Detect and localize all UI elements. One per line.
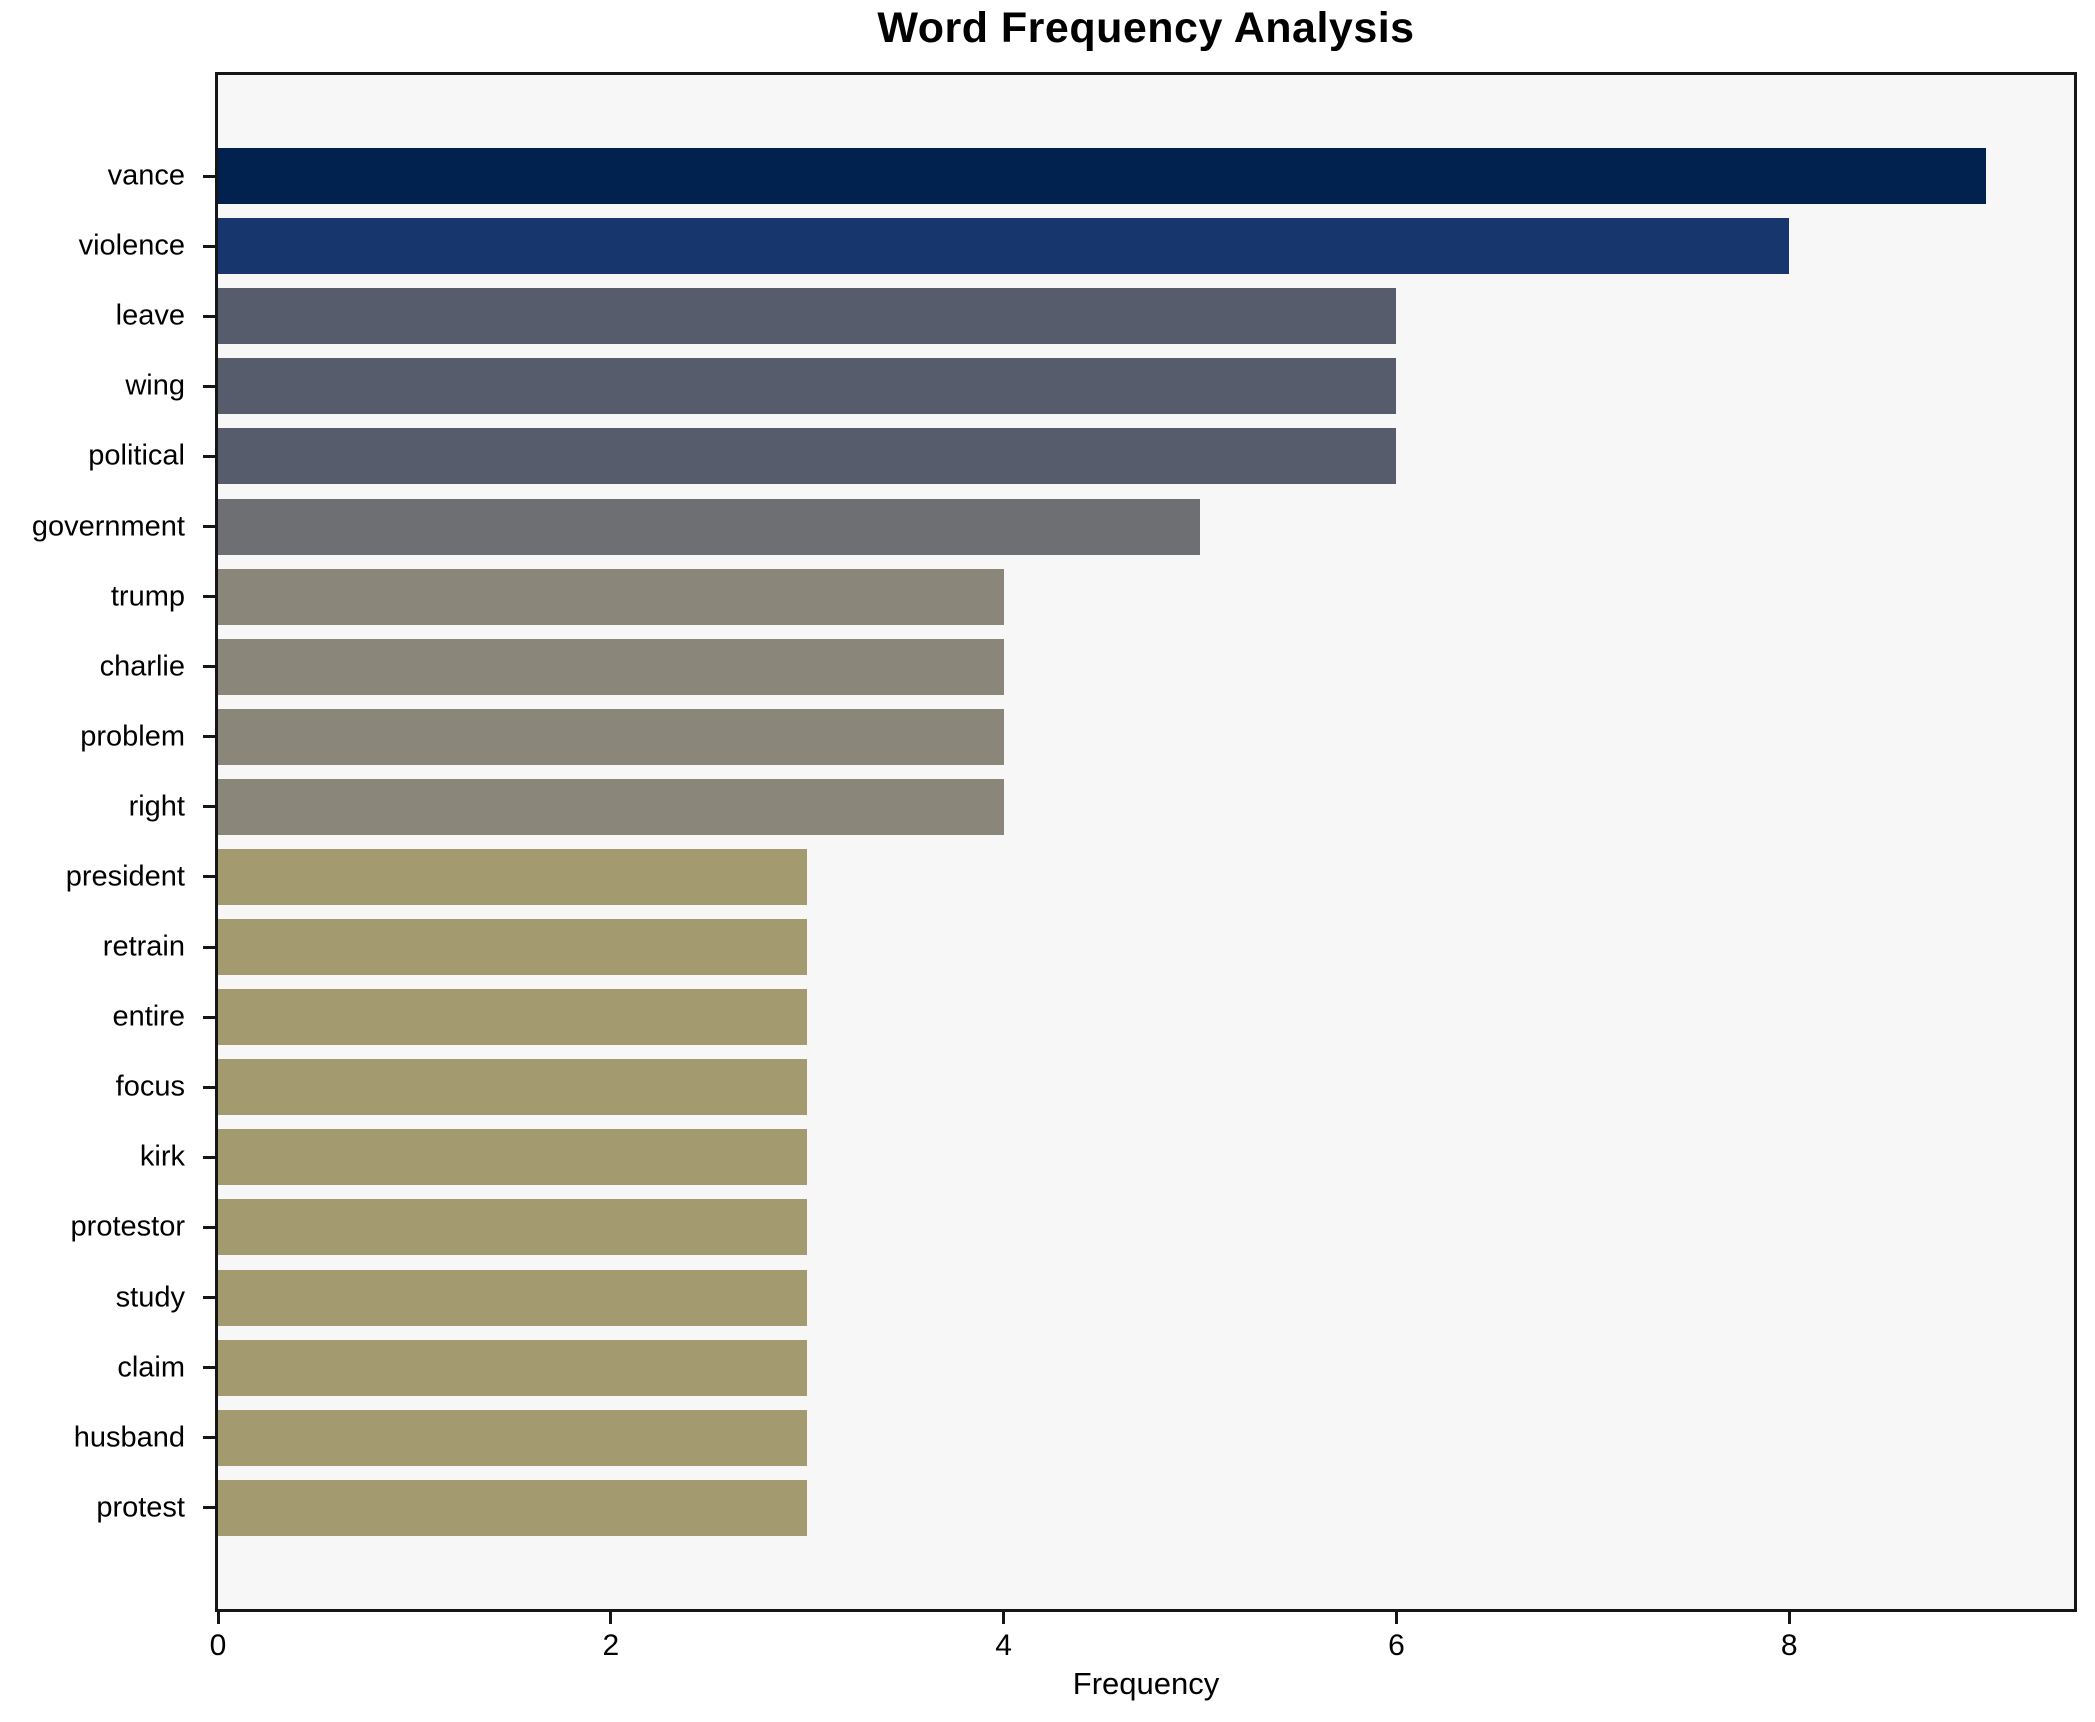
bar-row: study (116, 1263, 2074, 1333)
bar-wing (218, 358, 1397, 415)
y-tick-mark (203, 244, 215, 248)
bar-row: retrain (103, 912, 2074, 982)
bars-container: vance violence leave wing political governmen… (32, 75, 2074, 1609)
bar-leave (218, 288, 1397, 345)
y-tick-mark (203, 945, 215, 949)
bar-claim (218, 1339, 808, 1396)
bar-violence (218, 218, 1790, 275)
bar-kirk (218, 1129, 808, 1186)
bar-political (218, 428, 1397, 485)
bar-row: entire (112, 982, 2074, 1052)
bar-entire (218, 989, 808, 1046)
y-tick-mark (203, 1366, 215, 1370)
bar-vance (218, 148, 1986, 205)
bar-row: kirk (140, 1122, 2074, 1192)
y-tick-label: claim (117, 1351, 185, 1384)
y-tick-mark (203, 1436, 215, 1440)
x-tick-mark (609, 1612, 613, 1624)
bar-row: trump (111, 562, 2074, 632)
y-tick-mark (203, 1296, 215, 1300)
bar-row: political (88, 421, 2074, 491)
x-tick-mark (1787, 1612, 1791, 1624)
y-tick-label: political (88, 439, 185, 472)
x-tick-label: 8 (1780, 1629, 1798, 1662)
x-tick-mark (1394, 1612, 1398, 1624)
y-tick-mark (203, 1085, 215, 1089)
y-tick-label: trump (110, 580, 185, 613)
bar-focus (218, 1059, 808, 1116)
plot-area: vance violence leave wing political governmen… (32, 72, 2077, 1662)
bar-president (218, 848, 808, 905)
y-tick-label: right (128, 790, 185, 823)
y-tick-label: protest (96, 1491, 185, 1524)
bar-row: problem (80, 702, 2074, 772)
y-tick-mark (203, 875, 215, 879)
y-tick-label: kirk (139, 1140, 185, 1173)
bar-row: leave (116, 281, 2074, 351)
x-tick-label: 0 (209, 1629, 227, 1662)
y-tick-mark (203, 665, 215, 669)
x-tick-label: 6 (1388, 1629, 1405, 1662)
bar-husband (218, 1409, 808, 1466)
y-tick-label: leave (115, 299, 185, 332)
y-tick-label: entire (112, 1000, 185, 1033)
y-tick-mark (203, 595, 215, 599)
y-tick-mark (203, 1225, 215, 1229)
y-tick-mark (203, 174, 215, 178)
y-tick-mark (203, 1015, 215, 1019)
y-tick-label: charlie (99, 650, 185, 683)
bar-charlie (218, 638, 1004, 695)
bar-government (218, 498, 1200, 555)
y-tick-mark (203, 805, 215, 809)
y-tick-label: wing (125, 369, 185, 402)
y-tick-label: vance (107, 159, 185, 192)
bar-protest (218, 1479, 808, 1536)
y-tick-label: violence (78, 229, 185, 262)
y-tick-label: husband (73, 1421, 185, 1454)
bar-row: protestor (71, 1192, 2074, 1262)
y-tick-mark (203, 1506, 215, 1510)
y-tick-mark (203, 735, 215, 739)
y-tick-label: retrain (102, 930, 185, 963)
bar-row: vance (108, 141, 2074, 211)
bar-right (218, 778, 1004, 835)
x-tick-label: 4 (995, 1629, 1012, 1662)
x-tick-label: 2 (602, 1629, 620, 1662)
y-tick-label: protestor (70, 1210, 185, 1243)
bar-row: focus (116, 1052, 2074, 1122)
bar-retrain (218, 919, 808, 976)
y-tick-label: government (31, 510, 185, 543)
y-tick-label: study (115, 1281, 185, 1314)
bar-row: government (32, 491, 2074, 561)
bar-row: violence (79, 211, 2074, 281)
y-tick-mark (203, 525, 215, 529)
y-tick-mark (203, 314, 215, 318)
y-tick-mark (203, 454, 215, 458)
y-tick-mark (203, 384, 215, 388)
bar-protestor (218, 1199, 808, 1256)
bar-row: wing (125, 351, 2074, 421)
bar-trump (218, 568, 1004, 625)
chart-title: Word Frequency Analysis (877, 4, 1415, 52)
bar-row: husband (74, 1403, 2074, 1473)
y-tick-label: focus (115, 1070, 185, 1103)
y-tick-label: president (65, 860, 185, 893)
bar-row: charlie (100, 632, 2074, 702)
x-tick-mark (216, 1612, 220, 1624)
bar-row: claim (117, 1333, 2074, 1403)
y-tick-label: problem (80, 720, 185, 753)
x-axis-label: Frequency (1072, 1666, 1220, 1701)
bar-problem (218, 708, 1004, 765)
bar-row: protest (96, 1473, 2074, 1543)
bar-row: right (129, 772, 2074, 842)
y-tick-mark (203, 1155, 215, 1159)
bar-study (218, 1269, 808, 1326)
bar-row: president (66, 842, 2074, 912)
x-tick-mark (1002, 1612, 1006, 1624)
